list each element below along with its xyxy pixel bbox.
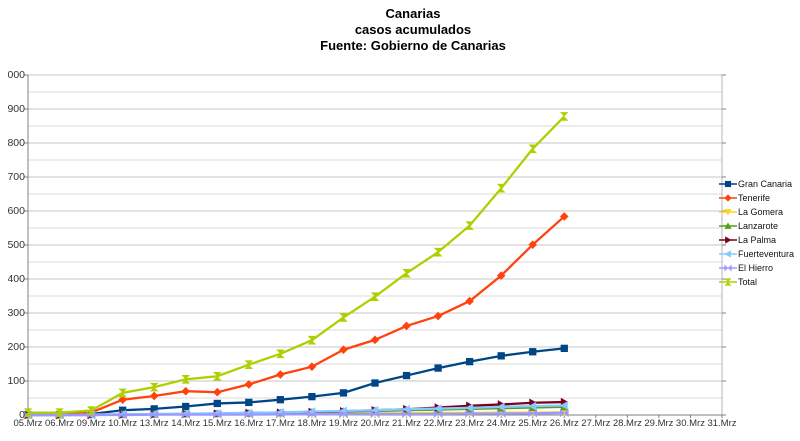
el-hierro-marker-icon xyxy=(719,264,737,272)
x-tick-label: 09.Mrz xyxy=(76,418,106,429)
x-tick-label: 10.Mrz xyxy=(108,418,138,429)
legend-item-label: Total xyxy=(738,277,758,287)
x-tick-label: 23.Mrz xyxy=(455,418,485,429)
x-tick-label: 21.Mrz xyxy=(392,418,422,429)
y-tick-label: 300 xyxy=(8,307,25,319)
y-tick-label: 600 xyxy=(8,205,25,217)
x-tick-label: 17.Mrz xyxy=(265,418,295,429)
x-tick-label: 16.Mrz xyxy=(234,418,264,429)
y-tick-label: 900 xyxy=(8,103,25,115)
x-tick-label: 05.Mrz xyxy=(13,418,43,429)
x-tick-label: 25.Mrz xyxy=(518,418,548,429)
legend-item-label: Fuerteventura xyxy=(738,249,795,259)
legend-item-la-gomera: La Gomera xyxy=(719,205,794,219)
chart-title-line2: casos acumulados xyxy=(354,22,472,37)
x-tick-label: 18.Mrz xyxy=(297,418,327,429)
series-el-hierro xyxy=(23,408,569,420)
chart-title: Canarias casos acumulados Fuente: Gobier… xyxy=(26,6,800,54)
x-tick-label: 19.Mrz xyxy=(328,418,358,429)
tenerife-marker-icon xyxy=(719,194,737,202)
x-tick-label: 29.Mrz xyxy=(644,418,674,429)
legend-item-total: Total xyxy=(719,275,794,289)
y-tick-label: 500 xyxy=(8,239,25,251)
x-tick-label: 26.Mrz xyxy=(549,418,579,429)
y-tick-label: 200 xyxy=(8,341,25,353)
x-tick-label: 30.Mrz xyxy=(675,418,705,429)
fuerteventura-marker-icon xyxy=(719,250,737,258)
legend-item-label: Lanzarote xyxy=(738,221,779,231)
legend-item-fuerteventura: Fuerteventura xyxy=(719,247,794,261)
x-tick-label: 28.Mrz xyxy=(612,418,642,429)
x-tick-label: 06.Mrz xyxy=(45,418,75,429)
x-tick-label: 15.Mrz xyxy=(202,418,232,429)
x-tick-label: 20.Mrz xyxy=(360,418,390,429)
x-tick-label: 14.Mrz xyxy=(171,418,201,429)
la-gomera-marker-icon xyxy=(719,209,737,216)
legend-item-label: La Palma xyxy=(738,235,777,245)
y-tick-label: 400 xyxy=(8,273,25,285)
legend-item-label: La Gomera xyxy=(738,207,784,217)
legend: Gran Canaria Tenerife La Gomera Lanzarote La… xyxy=(719,177,794,289)
legend-item-lanzarote: Lanzarote xyxy=(719,219,794,233)
x-tick-label: 24.Mrz xyxy=(486,418,516,429)
y-tick-label: 0 xyxy=(19,409,25,421)
y-tick-label: 1000 xyxy=(8,69,25,81)
x-tick-label: 27.Mrz xyxy=(581,418,611,429)
legend-item-tenerife: Tenerife xyxy=(719,191,794,205)
x-tick-label: 31.Mrz xyxy=(707,418,737,429)
gridlines xyxy=(28,74,722,399)
legend-item-la-palma: La Palma xyxy=(719,233,794,247)
total-marker-icon xyxy=(719,278,737,286)
y-tick-label: 700 xyxy=(8,171,25,183)
series-tenerife xyxy=(23,212,569,418)
series-total xyxy=(23,112,569,417)
x-tick-label: 22.Mrz xyxy=(423,418,453,429)
y-tick-label: 800 xyxy=(8,137,25,149)
legend-item-label: Gran Canaria xyxy=(738,179,793,189)
legend-item-label: Tenerife xyxy=(738,193,771,203)
legend-item-el-hierro: El Hierro xyxy=(719,261,794,275)
gran-canaria-marker-icon xyxy=(719,180,737,188)
legend-item-label: El Hierro xyxy=(738,263,774,273)
y-tick-label: 100 xyxy=(8,375,25,387)
chart-title-line3: Fuente: Gobierno de Canarias xyxy=(320,38,506,53)
lanzarote-marker-icon xyxy=(719,222,737,229)
x-tick-label: 13.Mrz xyxy=(139,418,169,429)
chart-title-line1: Canarias xyxy=(385,6,441,21)
la-palma-marker-icon xyxy=(719,236,737,244)
legend-item-gran-canaria: Gran Canaria xyxy=(719,177,794,191)
